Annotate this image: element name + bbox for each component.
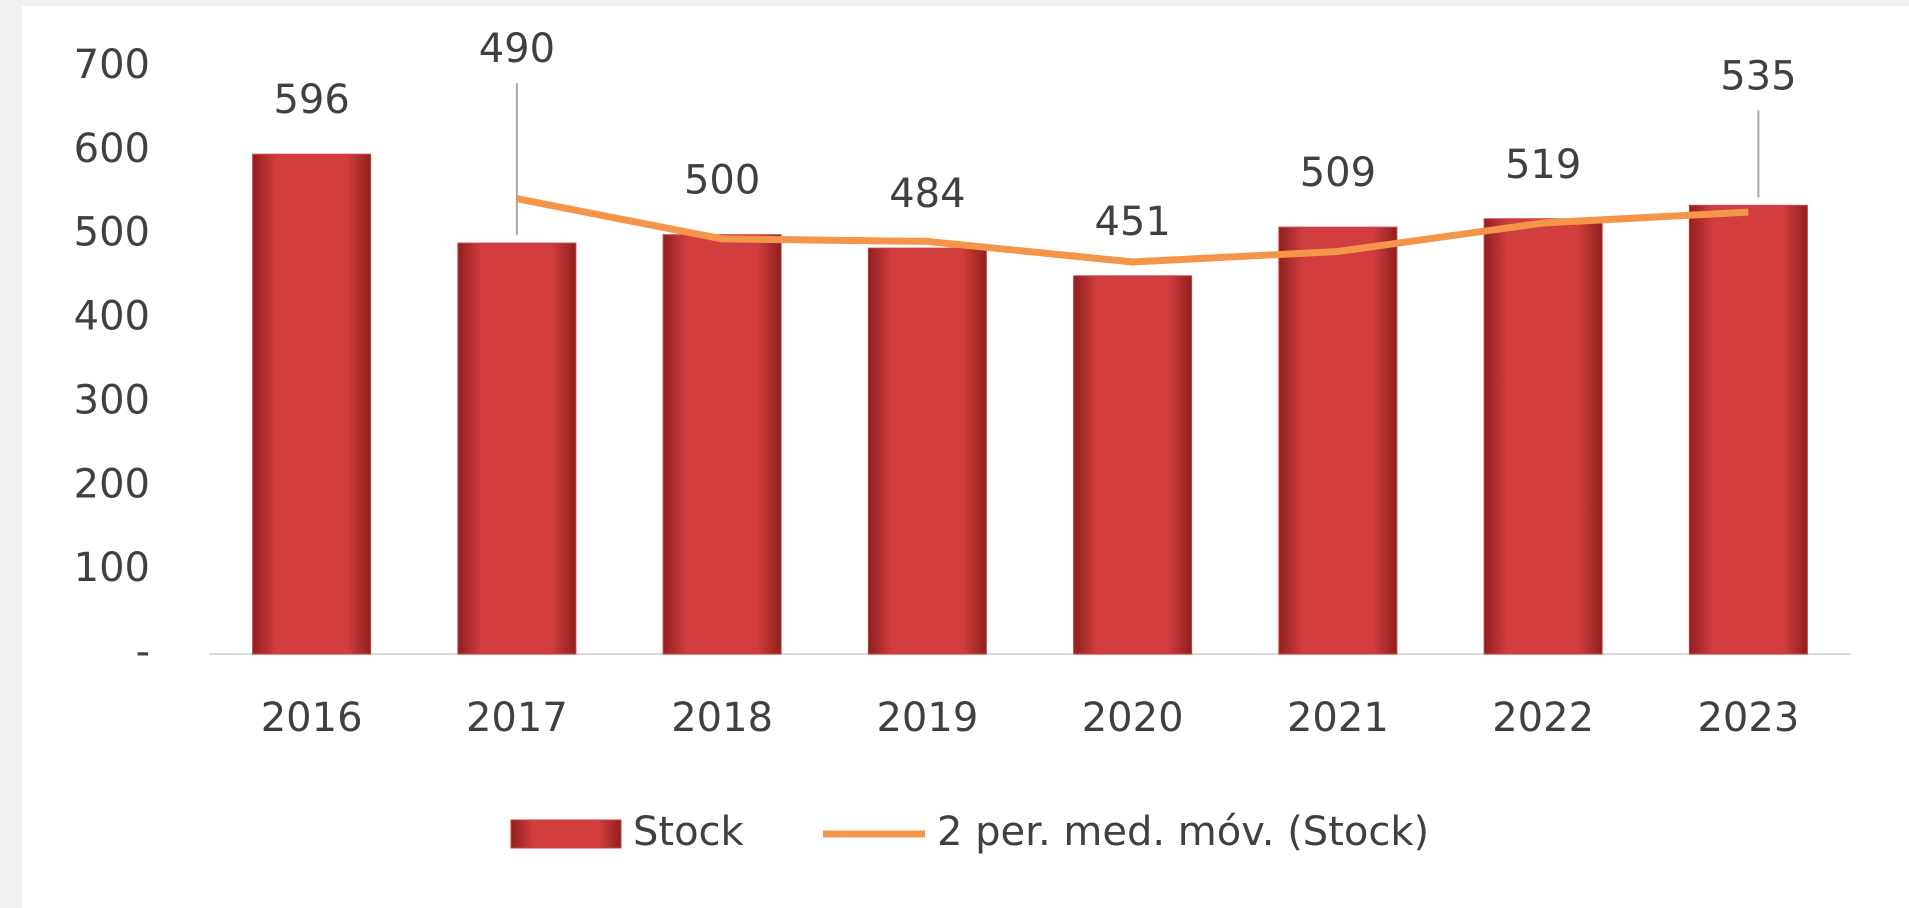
data-label: 535 — [1720, 53, 1796, 99]
moving-average-line — [516, 195, 1749, 266]
x-tick-label: 2022 — [1492, 695, 1594, 741]
bar — [1278, 226, 1398, 655]
data-label: 596 — [273, 77, 349, 123]
bar — [1073, 275, 1193, 655]
x-tick-label: 2020 — [1082, 695, 1184, 741]
y-tick-label: 100 — [74, 545, 150, 591]
x-tick-label: 2017 — [466, 695, 568, 741]
data-label: 490 — [479, 26, 555, 72]
y-tick-label: 600 — [74, 126, 150, 172]
y-tick-label: 500 — [74, 210, 150, 256]
bar — [662, 234, 782, 655]
y-tick-label: 300 — [74, 377, 150, 423]
legend-label: Stock — [633, 809, 745, 855]
x-tick-label: 2021 — [1287, 695, 1389, 741]
data-label: 519 — [1505, 142, 1581, 188]
bar — [867, 247, 987, 655]
y-tick-label: 400 — [74, 294, 150, 340]
x-tick-label: 2018 — [671, 695, 773, 741]
y-tick-label: - — [136, 629, 150, 675]
x-tick-label: 2019 — [876, 695, 978, 741]
x-tick-label: 2023 — [1697, 695, 1799, 741]
data-label: 484 — [889, 171, 965, 217]
bar — [252, 153, 372, 655]
data-label: 509 — [1300, 150, 1376, 196]
data-label: 451 — [1094, 199, 1170, 245]
y-tick-label: 700 — [74, 42, 150, 88]
bar — [1688, 204, 1808, 655]
legend-swatch — [510, 819, 622, 849]
x-tick-label: 2016 — [261, 695, 363, 741]
data-label: 500 — [684, 158, 760, 204]
bar — [457, 242, 577, 655]
bar — [1483, 218, 1603, 655]
y-tick-label: 200 — [74, 461, 150, 507]
legend-label: 2 per. med. móv. (Stock) — [937, 809, 1429, 855]
